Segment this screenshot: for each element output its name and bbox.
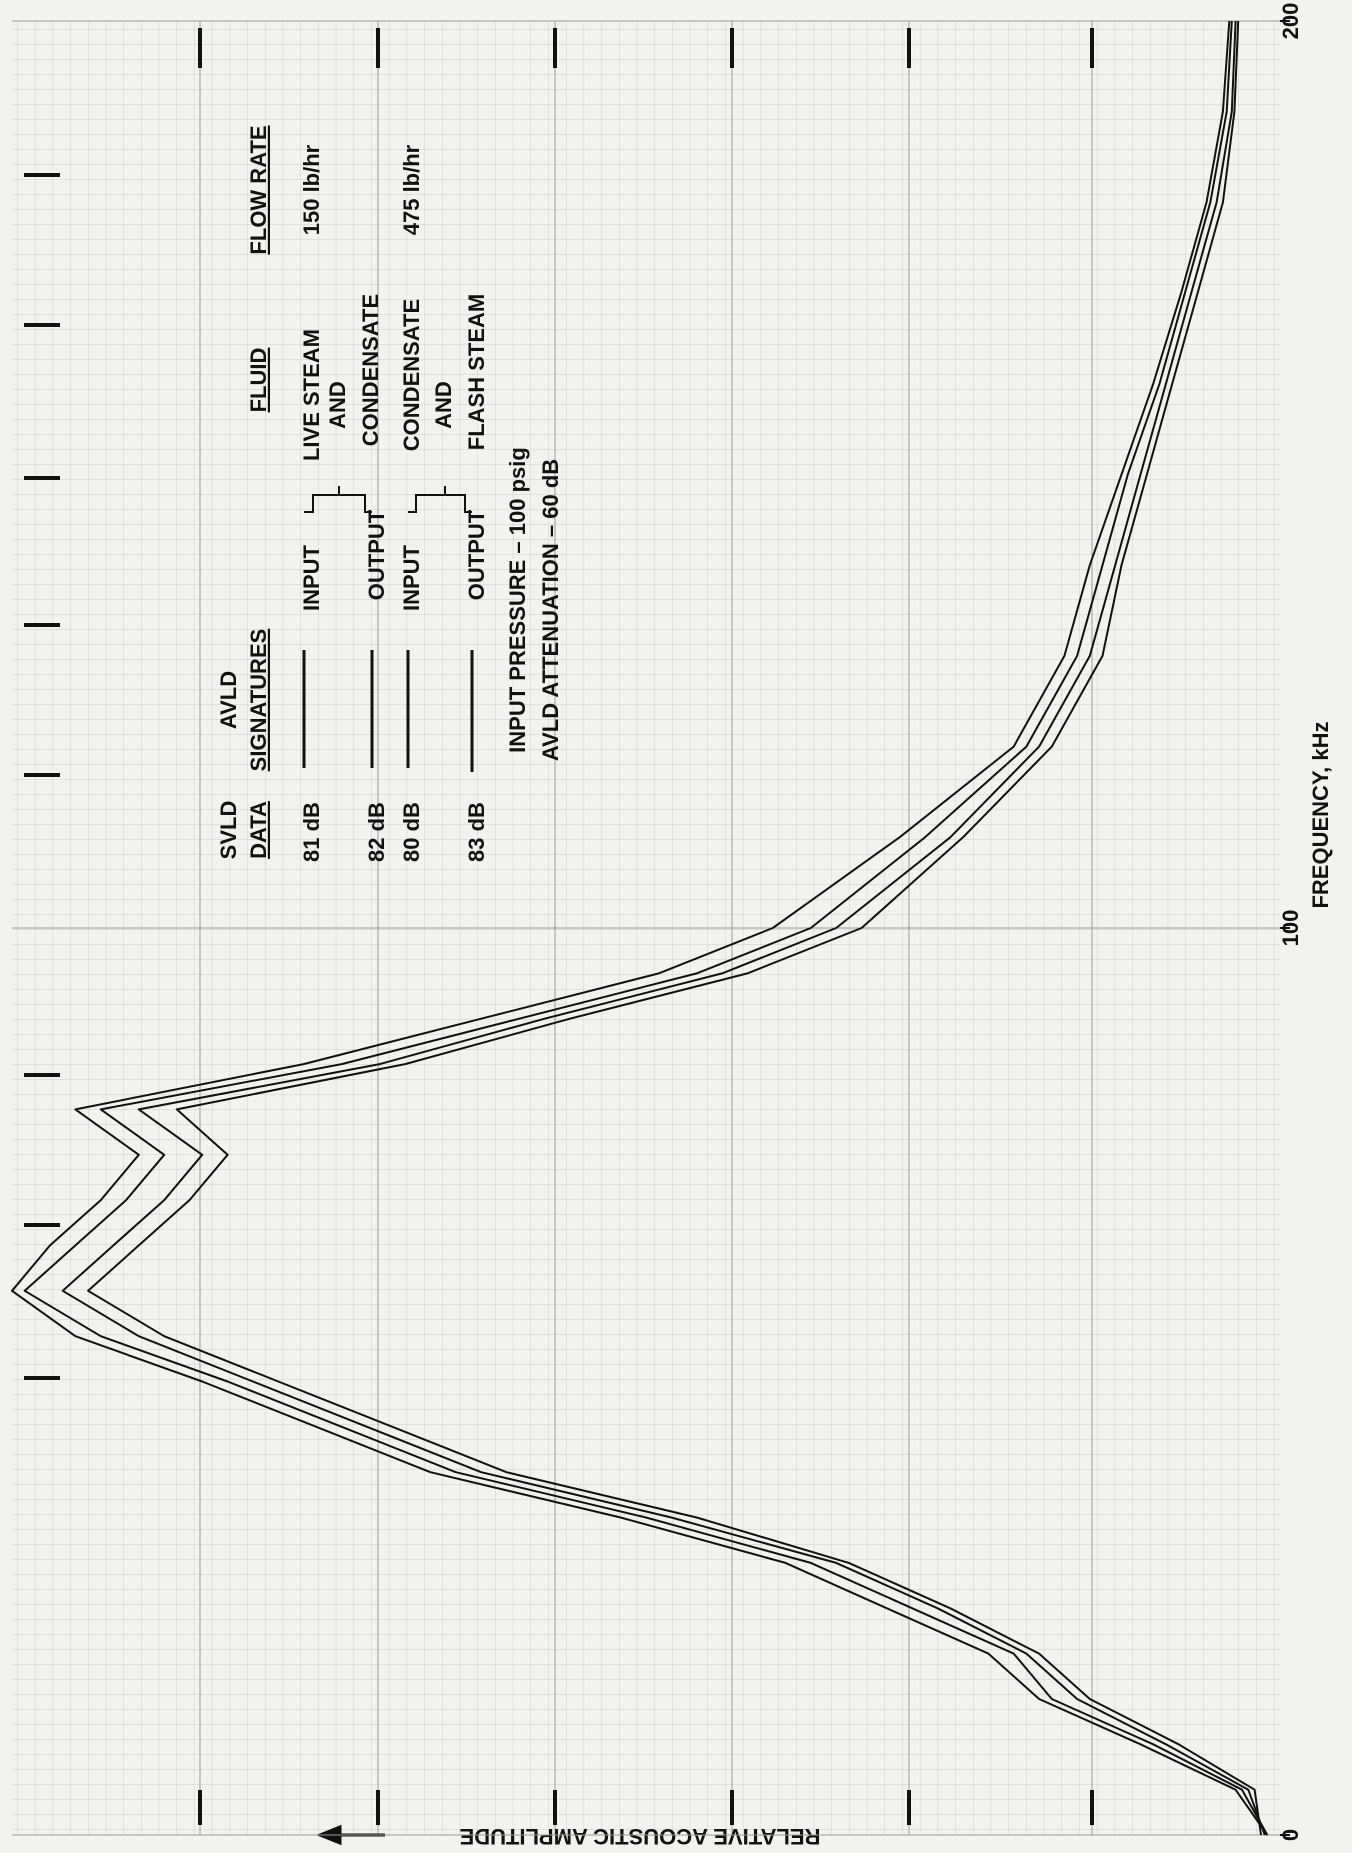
legend-header: DATA	[246, 801, 271, 859]
x-tick-label: 200	[1278, 3, 1303, 40]
x-tick-label: 0	[1278, 1829, 1303, 1841]
fluid-label: LIVE STEAM	[299, 329, 324, 461]
fluid-label: FLASH STEAM	[464, 294, 489, 450]
signature-label: OUTPUT	[464, 509, 489, 600]
page: RELATIVE ACOUSTIC AMPLITUDE FREQUENCY, k…	[0, 0, 1352, 1853]
svld-value: 83 dB	[464, 802, 489, 862]
signature-label: OUTPUT	[364, 509, 389, 600]
note: AVLD ATTENUATION – 60 dB	[538, 459, 563, 761]
legend-header: SVLD	[216, 801, 241, 860]
fluid-label: AND	[431, 381, 456, 429]
signature-label: INPUT	[399, 544, 424, 611]
signature-label: INPUT	[299, 544, 324, 611]
legend-header: FLUID	[246, 348, 271, 413]
x-tick-label: 100	[1278, 910, 1303, 947]
fluid-label: CONDENSATE	[399, 299, 424, 451]
note: INPUT PRESSURE – 100 psig	[505, 447, 530, 753]
svld-value: 82 dB	[364, 802, 389, 862]
svld-value: 81 dB	[299, 802, 324, 862]
svld-value: 80 dB	[399, 802, 424, 862]
y-axis-label: RELATIVE ACOUSTIC AMPLITUDE	[460, 1824, 821, 1849]
flow-rate: 150 lb/hr	[299, 144, 324, 235]
fluid-label: AND	[325, 381, 350, 429]
legend-header: FLOW RATE	[246, 125, 271, 254]
chart: RELATIVE ACOUSTIC AMPLITUDE FREQUENCY, k…	[0, 0, 1352, 1853]
legend-header: SIGNATURES	[246, 629, 271, 772]
fluid-label: CONDENSATE	[358, 294, 383, 446]
legend-header: AVLD	[216, 671, 241, 729]
flow-rate: 475 lb/hr	[399, 144, 424, 235]
x-axis-label: FREQUENCY, kHz	[1308, 721, 1333, 908]
